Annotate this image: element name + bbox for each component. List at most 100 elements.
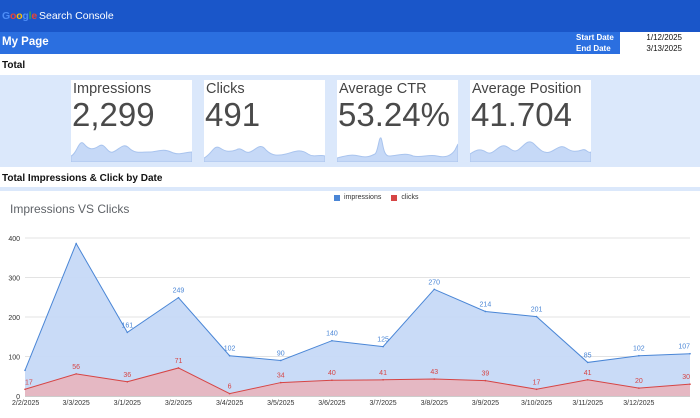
impressions-clicks-chart: 0 100 200 300 400 161 249 102 90 140 125 270 214 201 8… bbox=[8, 236, 691, 407]
data-point-clicks bbox=[484, 379, 487, 382]
google-wordmark: Google bbox=[2, 10, 37, 22]
date-range-control[interactable]: 1/12/2025 3/13/2025 bbox=[620, 32, 700, 54]
data-label-impressions: 161 bbox=[121, 322, 133, 329]
data-label-impressions: 107 bbox=[678, 344, 690, 351]
data-point-clicks bbox=[689, 383, 691, 385]
data-label-clicks: 40 bbox=[328, 370, 336, 377]
sparkline-clicks bbox=[204, 146, 325, 162]
data-label-clicks: 41 bbox=[584, 370, 592, 377]
legend-item-impressions[interactable]: impressions bbox=[334, 194, 381, 201]
y-tick-label: 100 bbox=[8, 355, 20, 362]
data-label-clicks: 39 bbox=[481, 371, 489, 378]
data-point-clicks bbox=[126, 380, 129, 383]
legend-item-clicks[interactable]: clicks bbox=[391, 194, 418, 201]
scorecard-label: Average Position bbox=[472, 81, 582, 97]
product-name: Search Console bbox=[38, 10, 114, 22]
scorecard-value: 2,299 bbox=[72, 96, 155, 133]
scorecard-clicks[interactable]: Clicks 491 bbox=[204, 80, 325, 162]
data-label-clicks: 20 bbox=[635, 378, 643, 385]
x-tick-label: 3/11/2025 bbox=[572, 400, 603, 407]
legend-label: clicks bbox=[401, 194, 419, 201]
y-tick-label: 400 bbox=[8, 236, 20, 243]
data-label-impressions: 249 bbox=[173, 288, 185, 295]
data-point-impressions bbox=[689, 352, 691, 355]
x-tick-label: 2/2/2025 bbox=[12, 400, 39, 407]
scorecard-value: 41.704 bbox=[471, 96, 572, 133]
data-point-impressions bbox=[24, 369, 26, 372]
data-label-clicks: 36 bbox=[123, 372, 131, 379]
series-line-impressions bbox=[24, 242, 691, 371]
start-date-value: 1/12/2025 bbox=[646, 33, 682, 42]
data-point-clicks bbox=[228, 392, 231, 395]
data-point-clicks bbox=[75, 373, 77, 375]
y-tick-label: 300 bbox=[8, 276, 20, 283]
x-tick-label: 3/3/2025 bbox=[63, 400, 90, 407]
data-label-impressions: 102 bbox=[224, 346, 236, 353]
data-point-impressions bbox=[638, 354, 640, 357]
data-label-clicks: 6 bbox=[228, 384, 232, 391]
scorecard-label: Impressions bbox=[73, 81, 152, 97]
page-header-bar: My Page Start Date End Date bbox=[0, 32, 700, 54]
data-label-impressions: 140 bbox=[326, 331, 338, 338]
date-range-labels: Start Date End Date bbox=[576, 33, 614, 54]
data-point-impressions bbox=[586, 361, 589, 364]
data-point-clicks bbox=[331, 379, 333, 381]
data-label-impressions: 214 bbox=[480, 301, 492, 308]
data-point-clicks bbox=[177, 367, 180, 369]
start-date-label: Start Date bbox=[576, 33, 614, 42]
data-point-clicks bbox=[586, 379, 589, 381]
legend-swatch-impressions bbox=[334, 194, 340, 201]
scorecard-value: 53.24% bbox=[338, 96, 450, 133]
y-tick-label: 0 bbox=[16, 394, 20, 401]
data-label-clicks: 71 bbox=[175, 358, 183, 365]
data-point-impressions bbox=[177, 296, 180, 299]
section-title-total: Total bbox=[2, 60, 26, 71]
data-point-clicks bbox=[535, 388, 538, 391]
x-tick-label: 3/8/2025 bbox=[421, 400, 448, 407]
legend-swatch-clicks bbox=[391, 194, 398, 201]
sparkline-impressions bbox=[71, 142, 192, 162]
data-label-impressions: 201 bbox=[531, 307, 543, 314]
chart-title: Impressions VS Clicks bbox=[10, 202, 130, 216]
sparkline-position bbox=[470, 141, 591, 162]
data-point-clicks bbox=[638, 387, 640, 389]
end-date-label: End Date bbox=[576, 43, 611, 53]
x-tick-label: 3/1/2025 bbox=[114, 400, 141, 407]
data-point-clicks bbox=[382, 379, 384, 381]
search-console-logo[interactable]: Google Search Console bbox=[2, 10, 114, 22]
data-point-impressions bbox=[331, 339, 333, 342]
series-line-clicks bbox=[24, 367, 691, 395]
scorecard-impressions[interactable]: Impressions 2,299 bbox=[71, 80, 192, 162]
series-area-clicks bbox=[25, 367, 690, 396]
data-label-clicks: 41 bbox=[379, 370, 387, 377]
data-label-clicks: 43 bbox=[430, 369, 438, 376]
sparkline-ctr bbox=[337, 137, 458, 162]
data-label-impressions: 90 bbox=[277, 350, 285, 357]
scorecard-label: Average CTR bbox=[339, 81, 427, 97]
end-date-value: 3/13/2025 bbox=[646, 43, 682, 53]
x-tick-label: 3/10/2025 bbox=[521, 400, 552, 407]
top-bar: Google Search Console bbox=[0, 0, 700, 32]
x-tick-label: 3/6/2025 bbox=[318, 400, 345, 407]
series-area-impressions bbox=[25, 243, 690, 396]
data-label-clicks: 56 bbox=[72, 364, 80, 371]
data-label-impressions: 102 bbox=[633, 346, 645, 353]
x-tick-label: 3/4/2025 bbox=[216, 400, 243, 407]
scorecard-value: 491 bbox=[205, 96, 261, 133]
data-point-impressions bbox=[535, 315, 538, 318]
scorecard-average-position[interactable]: Average Position 41.704 bbox=[470, 80, 591, 162]
data-point-impressions bbox=[126, 331, 129, 334]
data-point-clicks bbox=[24, 388, 26, 391]
x-tick-label: 3/12/2025 bbox=[623, 400, 654, 407]
data-point-impressions bbox=[75, 242, 77, 245]
scorecard-label: Clicks bbox=[206, 81, 245, 97]
page-title: My Page bbox=[2, 36, 49, 48]
data-point-clicks bbox=[433, 378, 436, 380]
data-label-clicks: 17 bbox=[533, 379, 541, 386]
x-tick-label: 3/5/2025 bbox=[267, 400, 294, 407]
chart-legend: impressions clicks bbox=[334, 194, 418, 201]
data-point-clicks bbox=[279, 381, 282, 384]
scorecard-average-ctr[interactable]: Average CTR 53.24% bbox=[337, 80, 458, 162]
legend-label: impressions bbox=[344, 194, 382, 201]
data-label-clicks: 17 bbox=[25, 379, 33, 386]
